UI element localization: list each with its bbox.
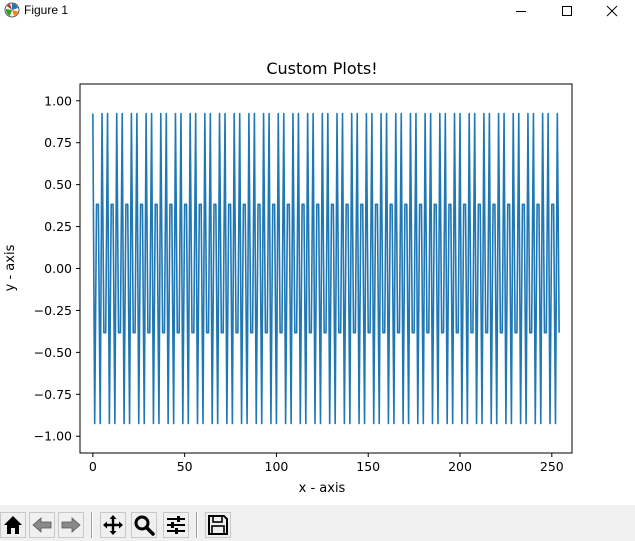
toolbar-separator — [196, 512, 198, 538]
y-tick-label: −0.50 — [34, 345, 72, 360]
x-tick-label: 200 — [448, 459, 472, 474]
x-tick-label: 50 — [177, 459, 193, 474]
save-icon — [208, 515, 228, 535]
configure-subplots-button[interactable] — [163, 512, 189, 538]
zoom-button[interactable] — [131, 512, 157, 538]
toolbar-separator — [91, 512, 93, 538]
minimize-icon — [516, 11, 526, 12]
y-tick-label: 0.25 — [44, 219, 72, 234]
figure-canvas[interactable]: Custom Plots! 0 50 100 150 200 250 1.00 0.75 0.… — [0, 22, 635, 505]
back-icon — [32, 517, 52, 533]
x-tick-label: 0 — [89, 459, 97, 474]
series-line-group — [92, 112, 560, 425]
home-icon — [4, 516, 22, 534]
y-axis-label: y - axis — [3, 244, 18, 291]
maximize-button[interactable] — [544, 0, 590, 22]
pan-button[interactable] — [100, 512, 126, 538]
y-tick-label: 0.00 — [44, 261, 72, 276]
configure-subplots-icon — [167, 516, 185, 534]
y-tick-label: −0.75 — [34, 387, 72, 402]
x-tick-label: 100 — [265, 459, 289, 474]
home-button[interactable] — [0, 512, 26, 538]
y-tick-label: 0.75 — [44, 135, 72, 150]
y-tick-label: 0.50 — [44, 177, 72, 192]
window-titlebar: Figure 1 — [0, 0, 635, 22]
window-title: Figure 1 — [24, 3, 69, 17]
close-icon — [606, 5, 618, 17]
forward-icon — [61, 517, 81, 533]
zoom-icon — [134, 515, 155, 536]
navigation-toolbar — [0, 505, 635, 541]
x-tick-label: 250 — [540, 459, 564, 474]
close-button[interactable] — [589, 0, 635, 22]
x-tick-label: 150 — [356, 459, 380, 474]
back-button[interactable] — [29, 512, 55, 538]
y-tick-label: 1.00 — [44, 93, 72, 108]
maximize-icon — [562, 6, 572, 16]
line-chart: Custom Plots! 0 50 100 150 200 250 1.00 0.75 0.… — [3, 59, 573, 496]
y-ticks: 1.00 0.75 0.50 0.25 0.00 −0.25 −0.50 −0.75 −1.00 — [34, 93, 80, 444]
matplotlib-icon — [4, 2, 20, 18]
y-tick-label: −0.25 — [34, 303, 72, 318]
x-ticks: 0 50 100 150 200 250 — [89, 453, 564, 474]
minimize-button[interactable] — [498, 0, 544, 22]
forward-button[interactable] — [58, 512, 84, 538]
save-button[interactable] — [205, 512, 231, 538]
x-axis-label: x - axis — [299, 481, 346, 496]
pan-icon — [103, 515, 123, 535]
series-line — [92, 112, 560, 425]
y-tick-label: −1.00 — [34, 429, 72, 444]
chart-title: Custom Plots! — [266, 59, 377, 78]
